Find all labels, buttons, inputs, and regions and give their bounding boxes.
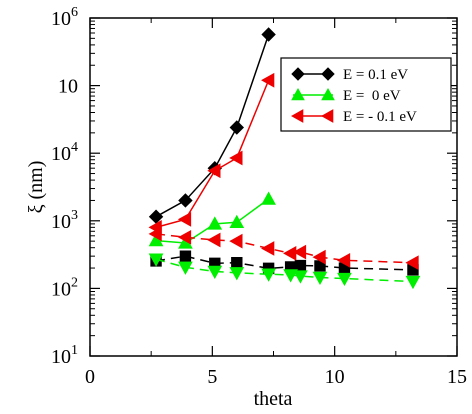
- data-point: [177, 212, 192, 227]
- data-point: [148, 226, 162, 242]
- data-point: [148, 233, 164, 247]
- legend-label: E = - 0.1 eV: [343, 109, 417, 125]
- data-point: [405, 275, 421, 290]
- y-tick-label: 10: [58, 76, 78, 98]
- x-tick-label: 0: [85, 366, 95, 388]
- y-tick-label: 101: [51, 343, 78, 368]
- data-point: [207, 163, 221, 179]
- y-tick-label: 102: [51, 275, 78, 300]
- data-point: [283, 245, 297, 261]
- series-0: [148, 27, 276, 224]
- data-point: [207, 216, 223, 230]
- data-point: [229, 120, 245, 135]
- legend-marker: [321, 67, 335, 81]
- legend-marker: [321, 87, 335, 101]
- data-point: [312, 271, 328, 286]
- data-point: [178, 193, 193, 208]
- y-tick-label: 106: [51, 5, 78, 30]
- data-point: [261, 268, 276, 282]
- legend-marker: [290, 109, 304, 123]
- legend-item: E = 0.1 eV: [291, 67, 408, 83]
- data-point: [261, 191, 276, 205]
- data-point: [178, 261, 193, 275]
- legend-marker: [291, 67, 305, 81]
- series-4: [148, 253, 421, 290]
- legend-item: E = - 0.1 eV: [290, 109, 417, 125]
- y-tick-label: 104: [51, 140, 78, 165]
- x-tick-label: 10: [325, 366, 345, 388]
- y-tick-label: 103: [51, 208, 78, 233]
- legend: E = 0.1 eV E = 0 eV E = - 0.1 eV: [280, 57, 452, 132]
- data-point: [207, 232, 221, 248]
- data-point: [283, 269, 298, 283]
- legend-label: E = 0 eV: [343, 88, 401, 104]
- legend-label: E = 0.1 eV: [343, 67, 408, 83]
- series-5: [148, 226, 419, 271]
- data-point: [294, 259, 307, 272]
- series-line: [155, 79, 270, 229]
- legend-item: E = 0 eV: [291, 87, 401, 104]
- x-axis-title: theta: [254, 388, 293, 410]
- series-line: [155, 233, 413, 264]
- data-point: [405, 255, 419, 271]
- x-tick-label: 15: [447, 366, 467, 388]
- axes-layer: 0 5 10 15 101 102 103 104 10 106: [51, 5, 467, 388]
- data-point: [336, 252, 351, 268]
- legend-marker: [291, 87, 305, 101]
- series-line: [155, 34, 270, 218]
- data-point: [177, 229, 192, 245]
- data-point: [148, 253, 164, 267]
- y-axis-title: ξ (nm): [25, 161, 47, 214]
- data-point: [231, 256, 243, 269]
- data-point: [292, 244, 307, 260]
- data-point: [261, 72, 275, 88]
- data-point: [229, 267, 245, 281]
- data-point: [293, 270, 308, 284]
- series-layer: [148, 27, 421, 290]
- data-point: [312, 249, 326, 265]
- data-point: [179, 250, 192, 262]
- data-point: [261, 241, 275, 256]
- series-line: [155, 258, 413, 283]
- x-tick-label: 5: [207, 366, 217, 388]
- series-line: [155, 255, 413, 271]
- data-point: [229, 233, 243, 249]
- data-point: [229, 150, 243, 166]
- data-point: [229, 214, 245, 229]
- data-point: [337, 272, 352, 287]
- data-point: [261, 27, 276, 42]
- data-point: [207, 265, 223, 280]
- legend-marker: [320, 109, 334, 123]
- series-1: [148, 191, 276, 249]
